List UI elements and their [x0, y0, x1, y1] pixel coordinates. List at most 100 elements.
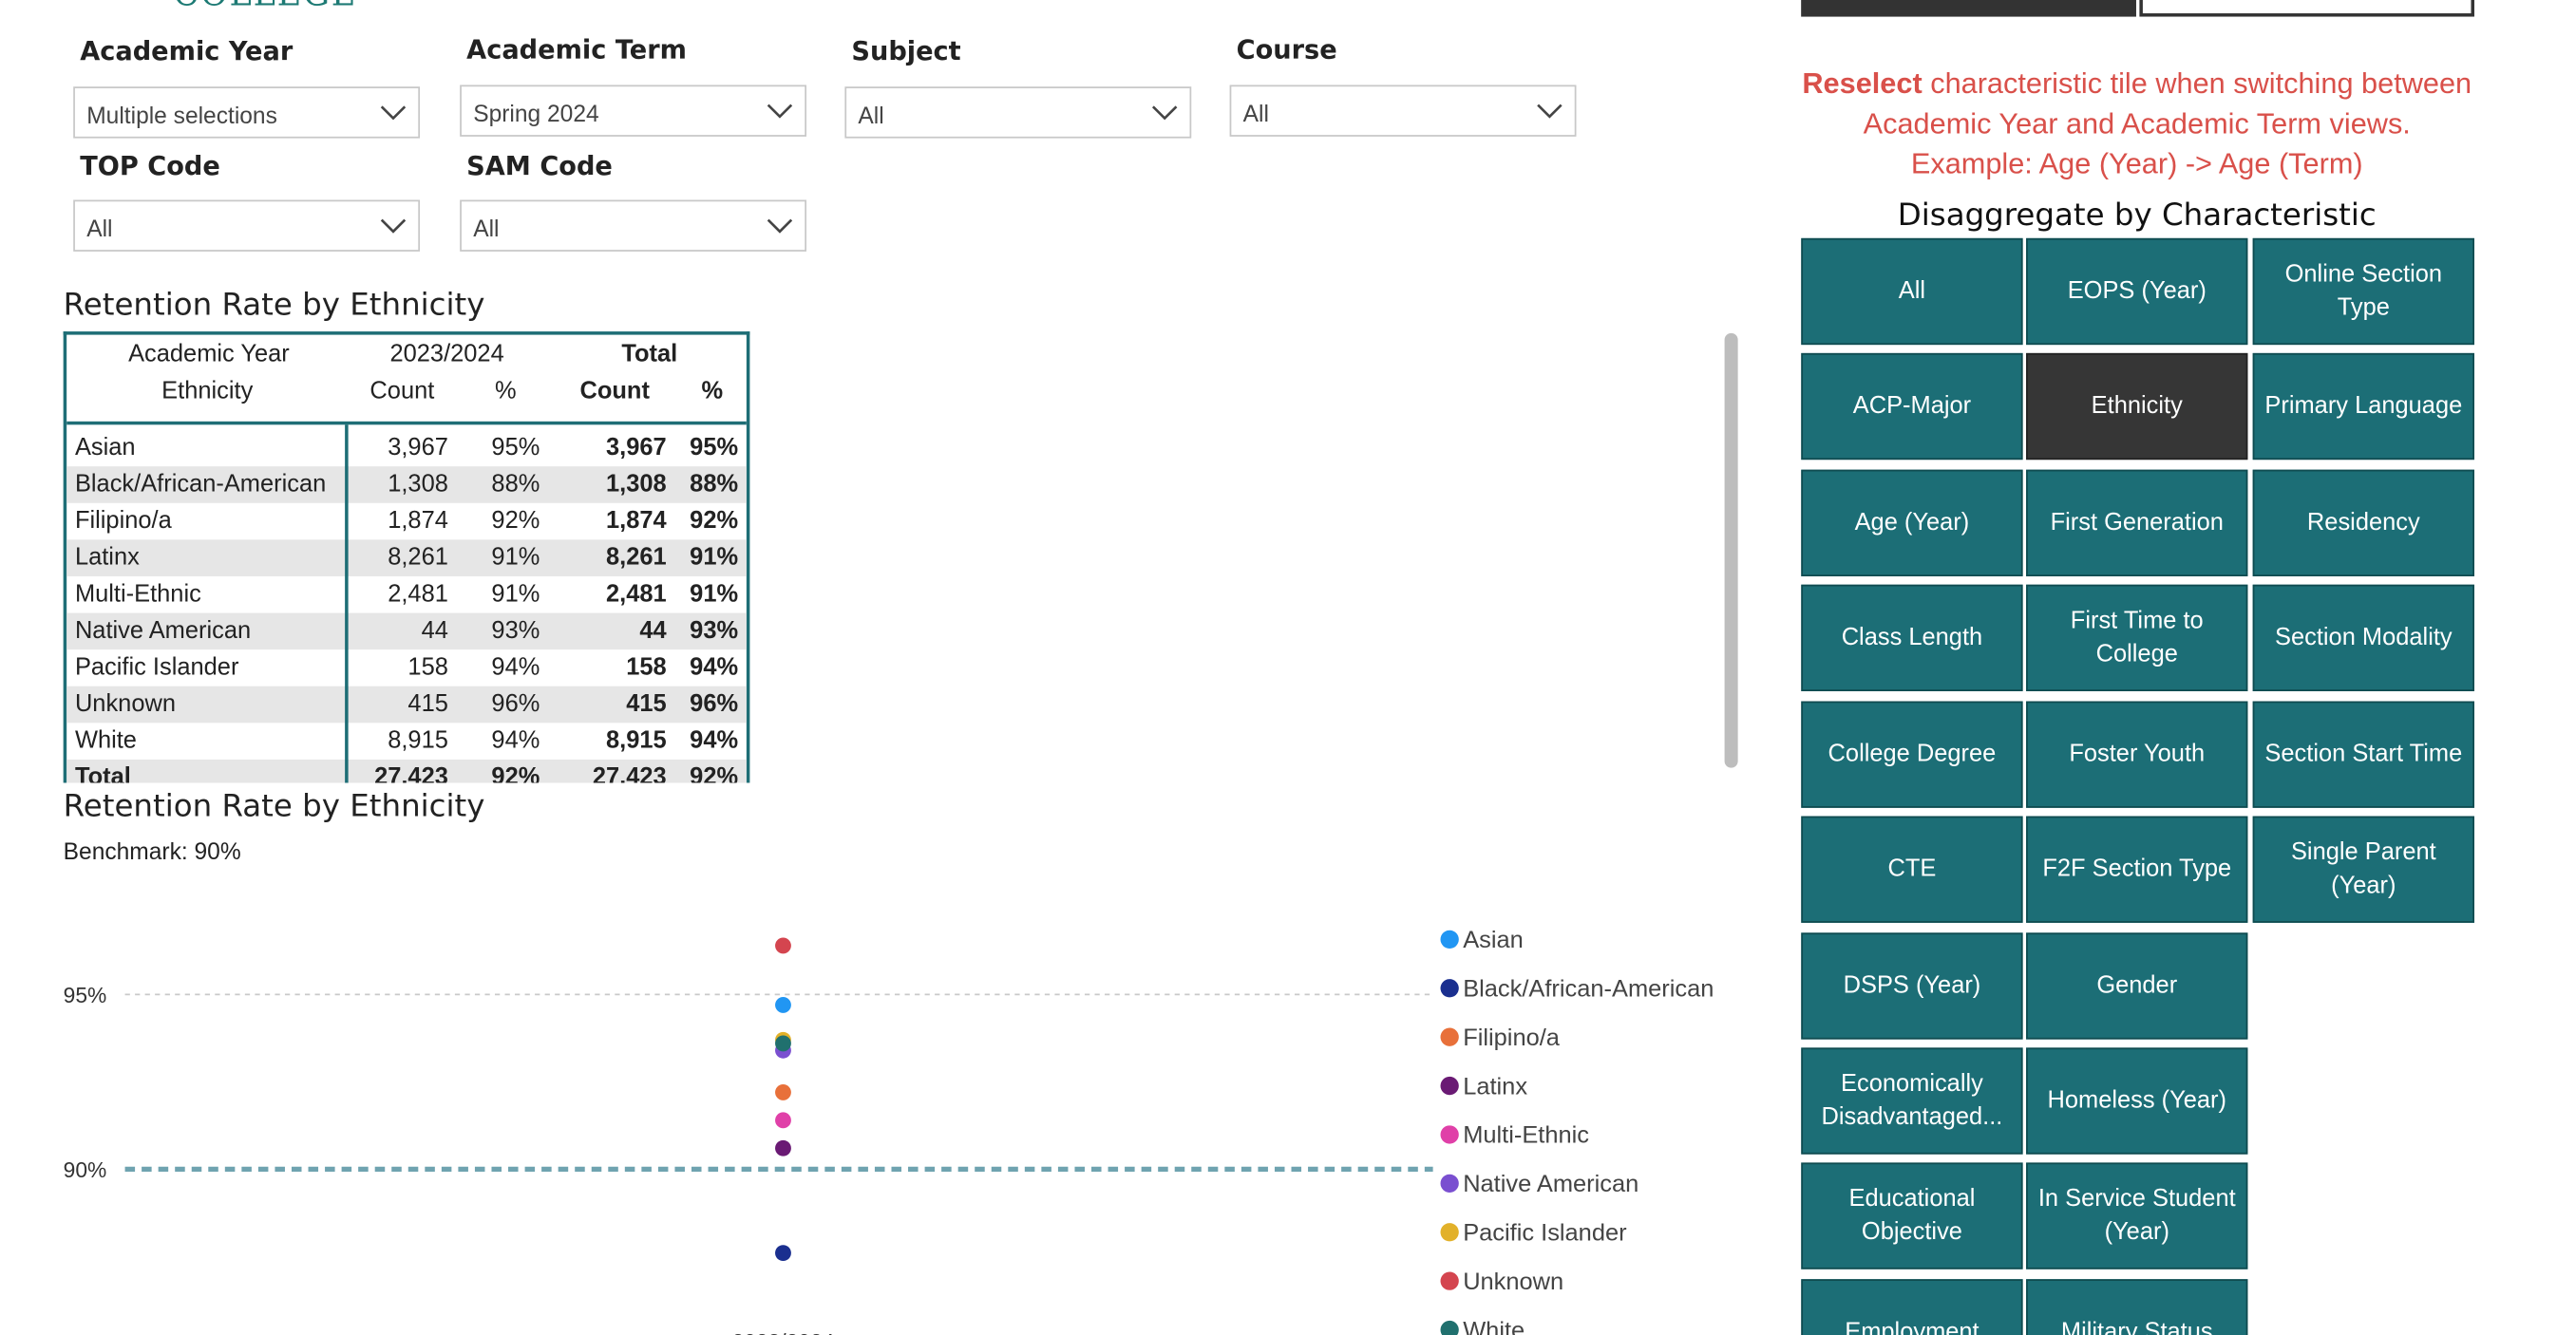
header-year: 2023/2024 — [389, 341, 504, 368]
legend-marker — [1440, 1174, 1459, 1194]
tile-class-length[interactable]: Class Length — [1801, 584, 2023, 691]
data-point — [775, 1112, 791, 1129]
x-tick-label: 2023/2024 — [732, 1329, 835, 1335]
data-point — [775, 1139, 791, 1156]
top-toggle-button-right[interactable] — [2139, 0, 2474, 17]
tile-dsps-year[interactable]: DSPS (Year) — [1801, 932, 2023, 1040]
retention-chart: Retention Rate by Ethnicity Benchmark: 9… — [0, 782, 1766, 1335]
course-dropdown[interactable]: All — [1229, 85, 1577, 137]
chevron-down-icon — [1151, 105, 1178, 121]
chart-plot: 95% 90% 2023/2024 Asian Black/African-Americ… — [64, 927, 1714, 1335]
tile-college-degree[interactable]: College Degree — [1801, 701, 2023, 808]
header-total: Total — [621, 341, 678, 368]
header-ethnicity: Ethnicity — [161, 378, 254, 405]
tile-single-parent-year[interactable]: Single Parent (Year) — [2252, 816, 2474, 923]
tile-gender[interactable]: Gender — [2026, 932, 2248, 1040]
top-toggle-button-left[interactable] — [1801, 0, 2136, 17]
top-code-value: All — [86, 215, 113, 242]
data-point — [775, 1035, 791, 1052]
table-divider — [345, 424, 349, 783]
tile-ethnicity[interactable]: Ethnicity — [2026, 352, 2248, 461]
legend-marker — [1440, 1125, 1459, 1144]
tile-all[interactable]: All — [1801, 237, 2023, 346]
header-count: Count — [369, 378, 435, 405]
retention-table[interactable]: Academic Year 2023/2024 Total Ethnicity … — [63, 331, 750, 783]
table-row: Latinx 8,261 91% 8,261 91% — [66, 539, 747, 576]
academic-term-value: Spring 2024 — [473, 100, 599, 127]
sam-code-value: All — [473, 215, 500, 242]
top-code-dropdown[interactable]: All — [73, 199, 421, 252]
chart-title: Retention Rate by Ethnicity — [63, 789, 485, 825]
tile-first-time-to-college[interactable]: First Time to College — [2026, 584, 2248, 691]
characteristic-grid-title: Disaggregate by Characteristic — [1897, 197, 2377, 234]
chevron-down-icon — [767, 103, 793, 119]
academic-year-dropdown[interactable]: Multiple selections — [73, 86, 421, 139]
tile-acp-major[interactable]: ACP-Major — [1801, 352, 2023, 461]
table-title: Retention Rate by Ethnicity — [63, 288, 485, 324]
chevron-down-icon — [1537, 103, 1563, 119]
tile-primary-language[interactable]: Primary Language — [2252, 352, 2474, 461]
subject-value: All — [858, 102, 884, 129]
tile-eops-year[interactable]: EOPS (Year) — [2026, 237, 2248, 346]
header-academic-year: Academic Year — [128, 341, 290, 368]
legend-marker — [1440, 1320, 1459, 1335]
slicer-label-top-code: TOP Code — [80, 151, 220, 182]
legend-marker — [1440, 1027, 1459, 1046]
tile-economically-disadvantaged[interactable]: Economically Disadvantaged... — [1801, 1047, 2023, 1155]
table-row: Black/African-American 1,308 88% 1,308 88% — [66, 466, 747, 503]
tile-cte[interactable]: CTE — [1801, 816, 2023, 923]
subject-dropdown[interactable]: All — [844, 86, 1192, 139]
table-row: Multi-Ethnic 2,481 91% 2,481 91% — [74, 581, 739, 609]
table-row: Filipino/a 1,874 92% 1,874 92% — [74, 508, 739, 536]
sam-code-dropdown[interactable]: All — [460, 199, 807, 252]
slicer-label-sam-code: SAM Code — [466, 151, 613, 182]
slicer-label-course: Course — [1236, 34, 1337, 66]
academic-term-dropdown[interactable]: Spring 2024 — [460, 85, 807, 137]
course-value: All — [1242, 100, 1269, 127]
data-point — [775, 937, 791, 954]
academic-year-value: Multiple selections — [86, 102, 277, 129]
notice-line1: characteristic tile when switching betwe… — [1922, 66, 2472, 101]
tile-f2f-section-type[interactable]: F2F Section Type — [2026, 816, 2248, 923]
header-total-pct: % — [701, 378, 724, 405]
legend-label: Asian — [1463, 927, 1524, 953]
tile-foster-youth[interactable]: Foster Youth — [2026, 701, 2248, 808]
tile-employment[interactable]: Employment — [1801, 1279, 2023, 1335]
y-tick-label: 95% — [64, 983, 107, 1007]
legend-label: Latinx — [1463, 1073, 1527, 1100]
notice-line2: Academic Year and Academic Term views. — [1863, 106, 2411, 141]
legend-marker — [1440, 979, 1459, 998]
tile-homeless-year[interactable]: Homeless (Year) — [2026, 1047, 2248, 1155]
chevron-down-icon — [767, 218, 793, 234]
data-point — [775, 997, 791, 1013]
tile-age-year[interactable]: Age (Year) — [1801, 469, 2023, 576]
table-row: Unknown 415 96% 415 96% — [66, 686, 747, 724]
tile-educational-objective[interactable]: Educational Objective — [1801, 1162, 2023, 1269]
tile-section-start-time[interactable]: Section Start Time — [2252, 701, 2474, 808]
tile-section-modality[interactable]: Section Modality — [2252, 584, 2474, 691]
legend-label: Black/African-American — [1463, 976, 1714, 1003]
data-point — [775, 1245, 791, 1262]
chevron-down-icon — [380, 105, 407, 121]
legend-marker — [1440, 930, 1459, 950]
college-logo: COLLEGE — [173, 0, 357, 10]
reselect-notice: Reselect characteristic tile when switch… — [1766, 64, 2508, 183]
data-point — [775, 1083, 791, 1100]
tile-online-section-type[interactable]: Online Section Type — [2252, 237, 2474, 346]
tile-in-service-student-year[interactable]: In Service Student (Year) — [2026, 1162, 2248, 1269]
notice-bold: Reselect — [1802, 66, 1923, 101]
page-scrollbar[interactable] — [1724, 332, 1738, 768]
legend-label: Native American — [1463, 1171, 1638, 1197]
chevron-down-icon — [380, 218, 407, 234]
legend-marker — [1440, 1271, 1459, 1290]
table-row: Asian 3,967 95% 3,967 95% — [74, 434, 739, 461]
tile-first-generation[interactable]: First Generation — [2026, 469, 2248, 576]
notice-line3: Example: Age (Year) -> Age (Term) — [1910, 146, 2363, 180]
header-total-count: Count — [579, 378, 650, 405]
legend-marker — [1440, 1223, 1459, 1242]
tile-military-status[interactable]: Military Status — [2026, 1279, 2248, 1335]
table-row: White 8,915 94% 8,915 94% — [74, 727, 739, 755]
tile-residency[interactable]: Residency — [2252, 469, 2474, 576]
legend-label: Multi-Ethnic — [1463, 1122, 1589, 1149]
chart-subtitle: Benchmark: 90% — [63, 837, 241, 865]
